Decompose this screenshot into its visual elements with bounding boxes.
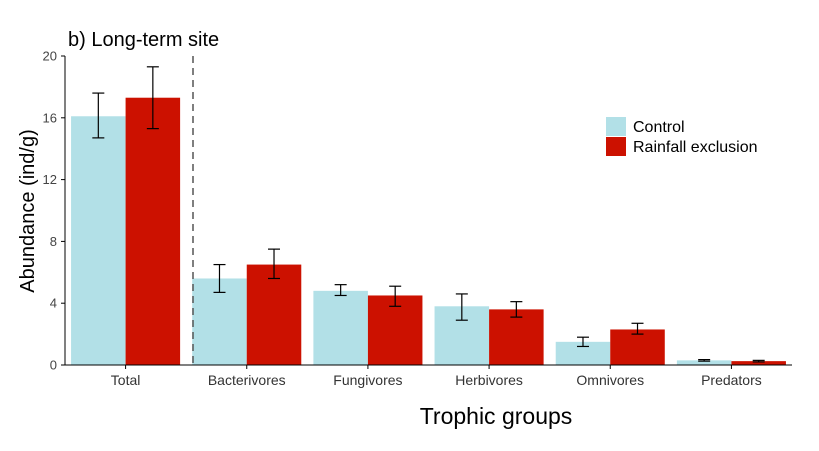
bar-rainfall-exclusion bbox=[367, 295, 423, 365]
x-tick-label: Omnivores bbox=[576, 372, 644, 388]
legend-swatch-control bbox=[606, 117, 626, 136]
legend-swatch-rainfall-exclusion bbox=[606, 137, 626, 156]
y-tick-label: 20 bbox=[43, 49, 57, 64]
bar-rainfall-exclusion bbox=[246, 264, 302, 365]
bar-control bbox=[676, 360, 732, 365]
legend: Control Rainfall exclusion bbox=[606, 117, 758, 156]
bar-control bbox=[555, 341, 611, 365]
legend-label-rainfall-exclusion: Rainfall exclusion bbox=[633, 139, 758, 156]
x-tick-label: Fungivores bbox=[333, 372, 402, 388]
y-tick-label: 0 bbox=[50, 358, 57, 373]
y-tick-label: 16 bbox=[43, 110, 57, 125]
chart-title: b) Long-term site bbox=[68, 29, 219, 51]
x-axis-title: Trophic groups bbox=[420, 403, 573, 429]
bar-rainfall-exclusion bbox=[731, 361, 786, 365]
x-tick-label: Total bbox=[111, 372, 141, 388]
bar-control bbox=[71, 116, 126, 365]
legend-label-control: Control bbox=[633, 119, 685, 136]
bar-rainfall-exclusion bbox=[610, 329, 665, 365]
y-axis-ticks: 0 4 8 12 16 20 bbox=[43, 49, 65, 373]
bar-rainfall-exclusion bbox=[125, 97, 181, 365]
y-tick-label: 4 bbox=[50, 296, 57, 311]
bars-group bbox=[71, 97, 786, 365]
y-tick-label: 12 bbox=[43, 172, 57, 187]
bar-rainfall-exclusion bbox=[489, 309, 544, 365]
y-tick-label: 8 bbox=[50, 234, 57, 249]
error-bars-group bbox=[92, 66, 765, 363]
y-axis-title: Abundance (ind/g) bbox=[17, 129, 39, 292]
x-tick-label: Bacterivores bbox=[208, 372, 286, 388]
x-axis-ticks: Total Bacterivores Fungivores Herbivores Omn… bbox=[111, 365, 762, 388]
x-tick-label: Predators bbox=[701, 372, 762, 388]
x-tick-label: Herbivores bbox=[455, 372, 523, 388]
bar-control bbox=[313, 290, 368, 365]
